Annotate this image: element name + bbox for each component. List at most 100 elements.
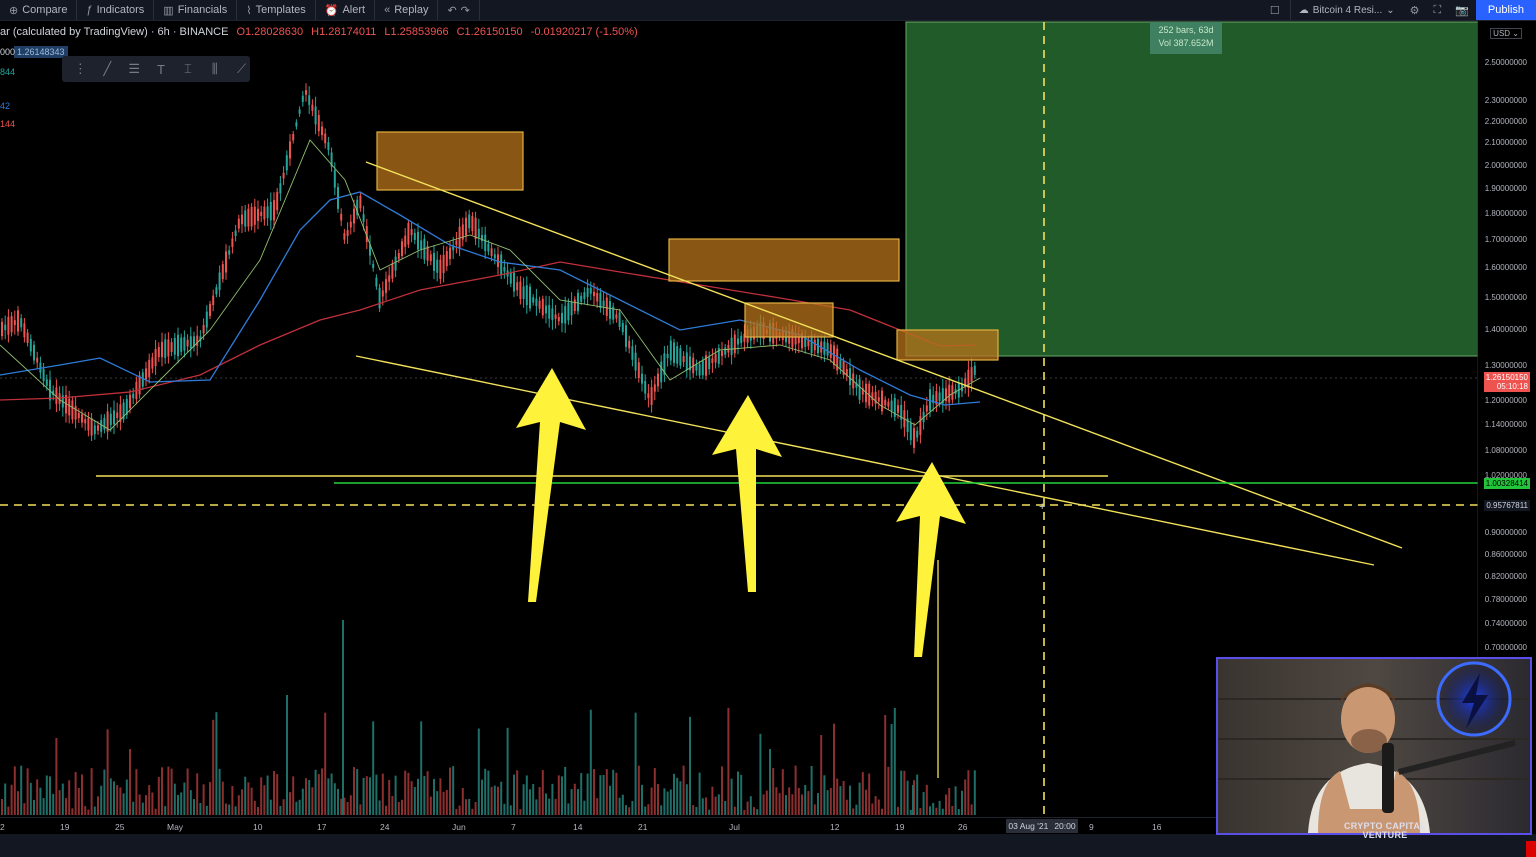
publish-button[interactable]: Publish (1475, 0, 1536, 20)
fullscreen-square-icon[interactable]: ☐ (1269, 4, 1280, 17)
volume-bar (426, 771, 429, 815)
candle-body (317, 115, 320, 132)
volume-bar (727, 707, 730, 815)
volume-bar (593, 769, 595, 815)
x-tick-label: 9 (1089, 822, 1094, 832)
volume-bar (516, 770, 519, 815)
text-icon[interactable]: T (157, 61, 165, 77)
replay-button[interactable]: «Replay (375, 0, 439, 20)
undo-icon[interactable]: ↶ (447, 4, 457, 17)
volume-bar (202, 784, 205, 815)
volume-bar (935, 807, 938, 815)
symbol-label[interactable]: ar (calculated by TradingView) · 6h · BI… (0, 26, 229, 38)
volume-bar (365, 776, 368, 815)
volume-bar (295, 801, 298, 815)
volume-bar (781, 769, 784, 815)
candle-body (877, 397, 880, 402)
candle-body (554, 314, 557, 319)
volume-bar (173, 783, 176, 815)
candle-body (305, 90, 307, 95)
volume-bar (404, 770, 407, 815)
volume-bar (484, 768, 487, 815)
price-chart[interactable]: + (0, 20, 1478, 817)
brush-icon[interactable]: ⟋ (237, 61, 247, 76)
volume-bar (493, 785, 496, 815)
candle-body (573, 299, 576, 311)
alert-button[interactable]: ⏰ Alert (316, 0, 376, 20)
candle-body (404, 235, 407, 247)
lightning-icon (1462, 673, 1488, 729)
volume-bar (292, 776, 295, 815)
volume-bar (941, 808, 944, 815)
supply-zone-box (376, 131, 524, 191)
candle-body (365, 226, 368, 242)
x-tick-label: 17 (317, 822, 327, 832)
candle-body (129, 394, 131, 409)
volume-bar (541, 770, 544, 815)
candle-body (551, 308, 554, 321)
volume-bar (45, 775, 48, 815)
volume-bar (33, 799, 35, 815)
volume-bar (481, 779, 483, 815)
layout-selector[interactable]: ☁ Bitcoin 4 Resi... ⌄ (1289, 0, 1403, 20)
volume-bar (820, 735, 823, 815)
candle-body (81, 414, 83, 423)
volume-bar (708, 809, 711, 815)
volume-bar (410, 781, 413, 815)
candle-body (247, 208, 250, 227)
candle-body (391, 263, 394, 279)
volume-bar (225, 803, 227, 815)
gear-icon[interactable]: ⚙ (1409, 4, 1420, 17)
candle-body (804, 336, 807, 347)
volume-bar (42, 798, 45, 815)
candle-body (97, 425, 99, 431)
volume-bar (647, 804, 650, 815)
compare-button[interactable]: ⊕ Compare (0, 0, 78, 20)
volume-bar (257, 806, 259, 815)
line-style-icon[interactable]: ☰ (128, 61, 140, 76)
volume-bar (273, 770, 275, 815)
candle-body (618, 312, 621, 327)
redo-icon[interactable]: ↷ (460, 4, 470, 17)
templates-button[interactable]: ⌇ Templates (237, 0, 316, 20)
candle-body (87, 417, 90, 431)
bars-pattern-icon[interactable]: ⫼ (211, 61, 218, 76)
candle-body (109, 413, 112, 426)
top-toolbar: ⊕ Compare ƒ Indicators ▥ Financials ⌇ Templa… (0, 0, 1536, 21)
drag-handle-icon[interactable]: ⋮ (73, 61, 87, 76)
volume-bar (564, 766, 567, 815)
volume-bar (186, 768, 189, 815)
volume-bar (583, 800, 586, 815)
volume-bar (93, 806, 96, 815)
volume-bar (973, 770, 976, 815)
trendline-icon[interactable]: ╱ (103, 61, 112, 76)
volume-bar (109, 778, 112, 815)
supply-zone-box (668, 238, 900, 282)
volume-bar (4, 783, 7, 815)
volume-bar (388, 779, 391, 815)
templates-icon: ⌇ (246, 4, 252, 17)
currency-selector[interactable]: USD ⌄ (1490, 28, 1522, 39)
volume-bar (871, 803, 874, 815)
candle-body (692, 357, 695, 374)
expand-icon[interactable]: ⛶ (1433, 3, 1442, 16)
candle-body (535, 298, 538, 306)
y-tick-label: 1.80000000 (1484, 209, 1527, 218)
indicator-price-badge: 1.26148343 (14, 46, 68, 58)
indicators-button[interactable]: ƒ Indicators (77, 0, 155, 20)
financials-button[interactable]: ▥ Financials (154, 0, 238, 20)
candle-body (461, 224, 464, 240)
candle-body (676, 346, 679, 364)
volume-bar (237, 795, 240, 815)
volume-bar (311, 787, 314, 815)
volume-bar (250, 787, 253, 815)
candle-body (209, 303, 211, 317)
volume-bar (852, 808, 855, 815)
volume-bar (132, 801, 135, 815)
time-axis[interactable] (0, 817, 1478, 835)
candle-body (119, 404, 122, 422)
volume-bar (218, 768, 221, 815)
measure-icon[interactable]: ⌶ (183, 61, 192, 76)
candle-body (180, 337, 183, 352)
camera-icon[interactable]: 📷 (1455, 4, 1469, 17)
